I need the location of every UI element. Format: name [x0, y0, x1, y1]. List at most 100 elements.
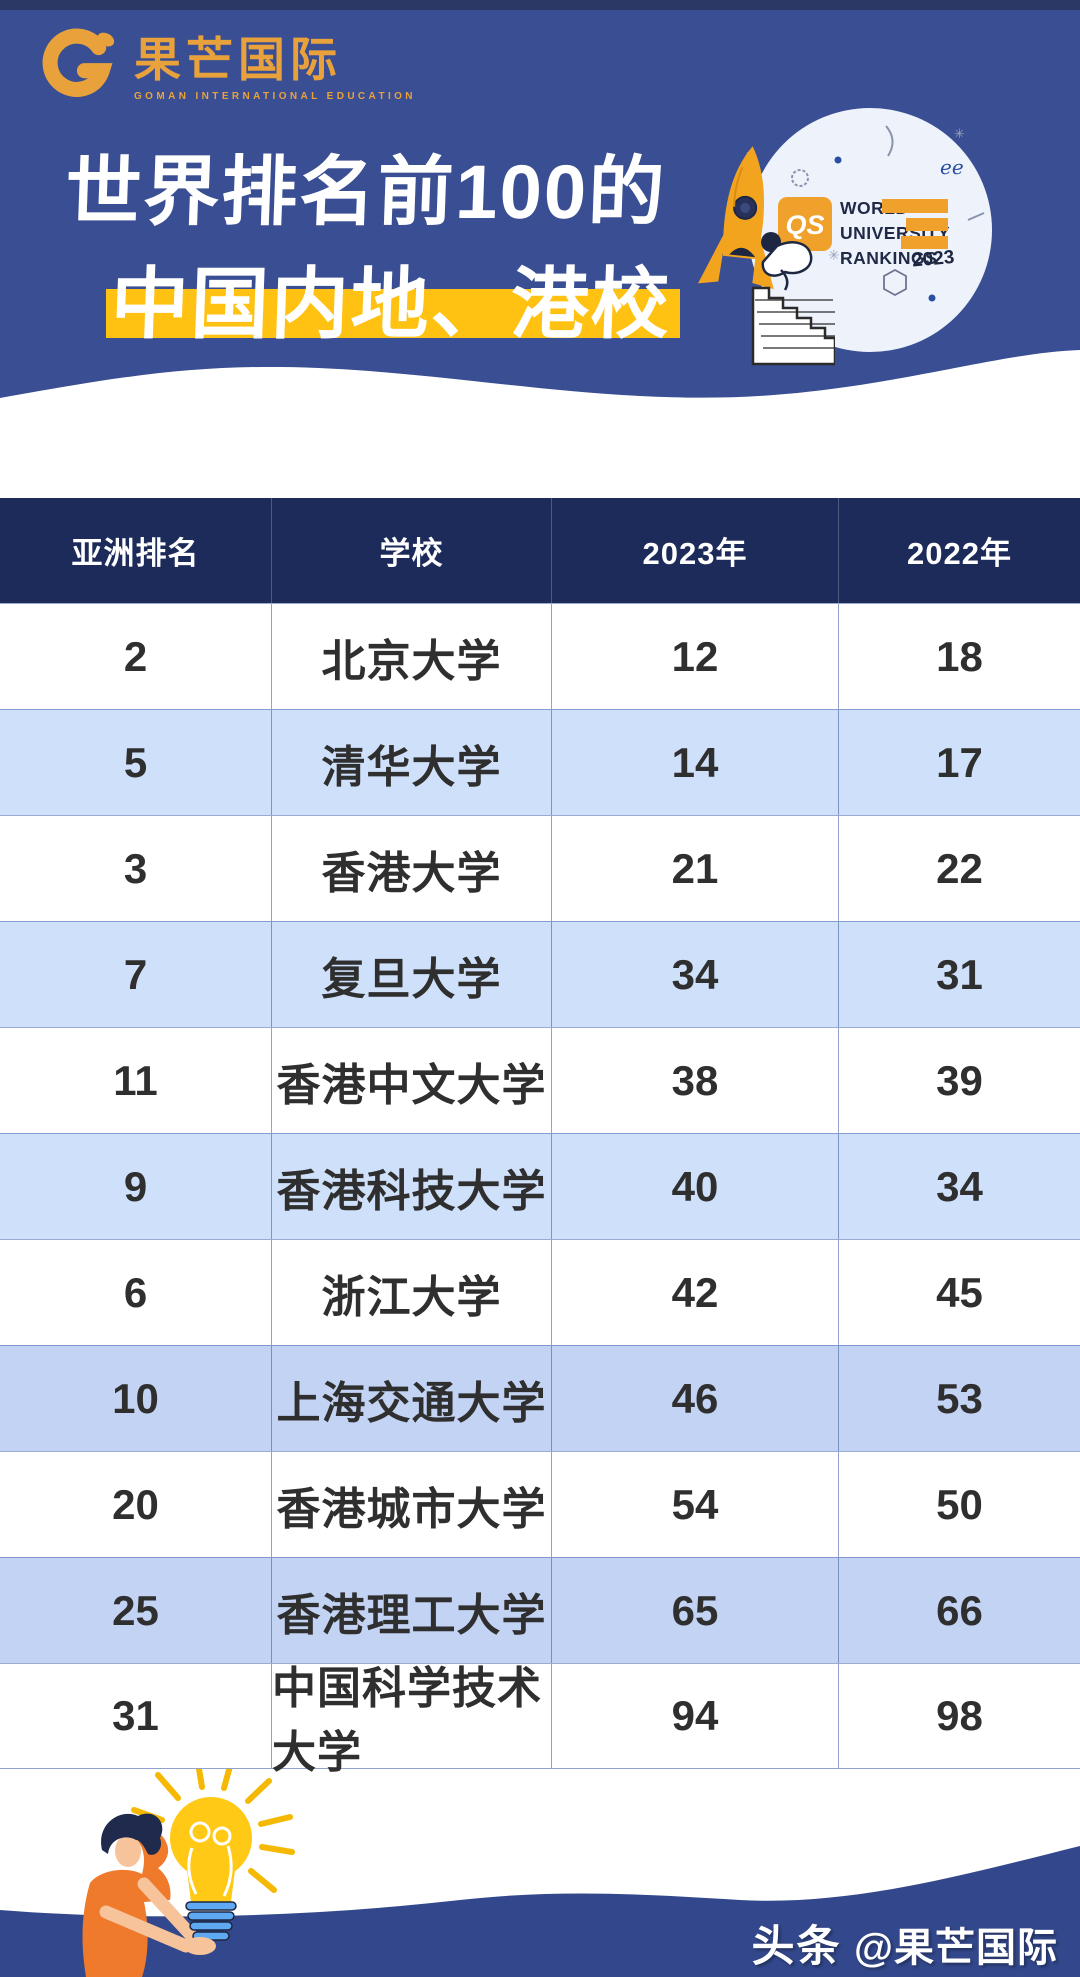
table-row: 25 香港理工大学 65 66 [0, 1557, 1080, 1663]
person-hair [101, 1813, 163, 1855]
climber-body [761, 241, 813, 277]
rocket-fin-left [698, 228, 727, 284]
school-cell: 复旦大学 [271, 922, 551, 1027]
rank-2023-cell: 54 [551, 1452, 838, 1557]
doodle-hexagon-icon [883, 268, 907, 297]
rank-2023-cell: 94 [551, 1664, 838, 1768]
table-header-row: 亚洲排名 学校 2023年 2022年 [0, 498, 1080, 603]
brand-g-icon [42, 28, 115, 97]
rank-2022-cell: 34 [838, 1134, 1080, 1239]
stairs-lines [755, 299, 835, 349]
col-header-school: 学校 [271, 498, 551, 603]
school-cell: 中国科学技术大学 [271, 1664, 551, 1777]
rank-2022-cell: 22 [838, 816, 1080, 921]
rank-2023-cell: 21 [551, 816, 838, 921]
rank-2022-cell: 50 [838, 1452, 1080, 1557]
attribution-platform: 头条 [751, 1923, 842, 1971]
lightbulb-illustration [82, 1754, 295, 1977]
doodle-dot2-icon [928, 294, 936, 302]
bulb-base [185, 1901, 237, 1941]
table-body: 2 北京大学 12 18 5 清华大学 14 17 3 香港大学 21 22 7 复旦大学 34 31 11 香港… [0, 603, 1080, 1777]
brand-name: 果芒国际 [134, 33, 342, 86]
rank-2022-cell: 17 [838, 710, 1080, 815]
col-header-asia-rank: 亚洲排名 [71, 536, 200, 571]
doodle-line-icon [967, 212, 985, 221]
badge-bar-2 [906, 218, 948, 231]
table-row: 31 中国科学技术大学 94 98 [0, 1663, 1080, 1777]
col-header-2023: 2023年 [551, 498, 838, 603]
hero-wave [0, 350, 1080, 480]
rank-2023-cell: 12 [551, 604, 838, 709]
rank-cell: 31 [112, 1692, 159, 1739]
rank-cell: 2 [123, 632, 148, 680]
ranking-table: 亚洲排名 学校 2023年 2022年 2 北京大学 12 18 5 清华大学 14 17 3 香… [0, 498, 1080, 1777]
person-arm-far [137, 1877, 197, 1941]
badge-circle [748, 108, 992, 352]
rank-cell: 6 [123, 1268, 148, 1316]
rank-2023-cell: 34 [551, 922, 838, 1027]
person-face [115, 1835, 141, 1867]
badge-year: 2023 [911, 247, 955, 272]
table-row: 20 香港城市大学 54 50 [0, 1451, 1080, 1557]
doodle-sparkle-icon: ✳ [954, 126, 965, 141]
col-header-2022: 2022年 [838, 498, 1080, 603]
table-row: 9 香港科技大学 40 34 [0, 1133, 1080, 1239]
badge-word-rankings: RANKINGS [840, 248, 937, 268]
school-cell: 清华大学 [271, 710, 551, 815]
attribution: 头条 @果芒国际 [752, 1912, 1058, 1974]
rank-2023-cell: 65 [551, 1558, 838, 1663]
top-edge-strip [0, 0, 1080, 10]
rank-2022-cell: 45 [838, 1240, 1080, 1345]
rank-2022-cell: 39 [838, 1028, 1080, 1133]
rank-cell: 10 [112, 1374, 159, 1422]
school-cell: 上海交通大学 [271, 1346, 551, 1451]
doodle-circle-icon [791, 169, 809, 187]
school-cell: 北京大学 [271, 604, 551, 709]
school-cell: 浙江大学 [271, 1240, 551, 1345]
table-row: 3 香港大学 21 22 [0, 815, 1080, 921]
rocket-detail-line [733, 166, 744, 207]
stairs [751, 286, 835, 366]
bulb-neck [186, 1862, 236, 1902]
school-cell: 香港中文大学 [271, 1028, 551, 1133]
table-row: 11 香港中文大学 38 39 [0, 1027, 1080, 1133]
attribution-handle: @果芒国际 [853, 1926, 1058, 1970]
bulb-filament [187, 1845, 233, 1897]
doodle-dot-icon [834, 156, 842, 164]
brand-tagline: GOMAN INTERNATIONAL EDUCATION [134, 90, 416, 102]
bulb-doodle-circle2 [212, 1826, 232, 1846]
climber-leg [780, 269, 789, 291]
title-highlight-bar [106, 289, 680, 338]
rank-2022-cell: 31 [838, 922, 1080, 1027]
rank-cell: 9 [123, 1162, 148, 1210]
rank-2023-cell: 40 [551, 1134, 838, 1239]
rocket-arch [729, 247, 756, 258]
table-row: 7 复旦大学 34 31 [0, 921, 1080, 1027]
rank-cell: 3 [123, 844, 148, 892]
rank-cell: 11 [113, 1056, 158, 1104]
rank-2022-cell: 66 [838, 1558, 1080, 1663]
school-cell: 香港城市大学 [271, 1452, 551, 1557]
doodle-ee-icon: ee [940, 155, 964, 179]
rank-2022-cell: 53 [838, 1346, 1080, 1451]
doodle-squiggle-icon [885, 125, 894, 157]
qs-logo-text: QS [785, 210, 824, 240]
rank-cell: 20 [112, 1480, 159, 1528]
person-hand [184, 1937, 216, 1955]
table-row: 6 浙江大学 42 45 [0, 1239, 1080, 1345]
school-cell: 香港大学 [271, 816, 551, 921]
footer-wave [0, 1846, 1080, 1977]
poster-title-line1: 世界排名前100的 [63, 150, 668, 235]
person-arm-near [99, 1905, 193, 1953]
rank-2023-cell: 14 [551, 710, 838, 815]
rocket-window-inner [740, 202, 751, 213]
rank-2022-cell: 98 [838, 1664, 1080, 1768]
table-row: 5 清华大学 14 17 [0, 709, 1080, 815]
bulb-doodle-circle1 [189, 1821, 211, 1843]
qs-rankings-badge: ee ✳ ✳ QS WORLD UNIVERSITY RANKINGS 2023 [748, 108, 992, 352]
badge-bar-3 [901, 236, 948, 249]
badge-bar-1 [882, 199, 948, 213]
rank-2022-cell: 18 [838, 604, 1080, 709]
table-row: 10 上海交通大学 46 53 [0, 1345, 1080, 1451]
rank-cell: 25 [112, 1586, 159, 1634]
